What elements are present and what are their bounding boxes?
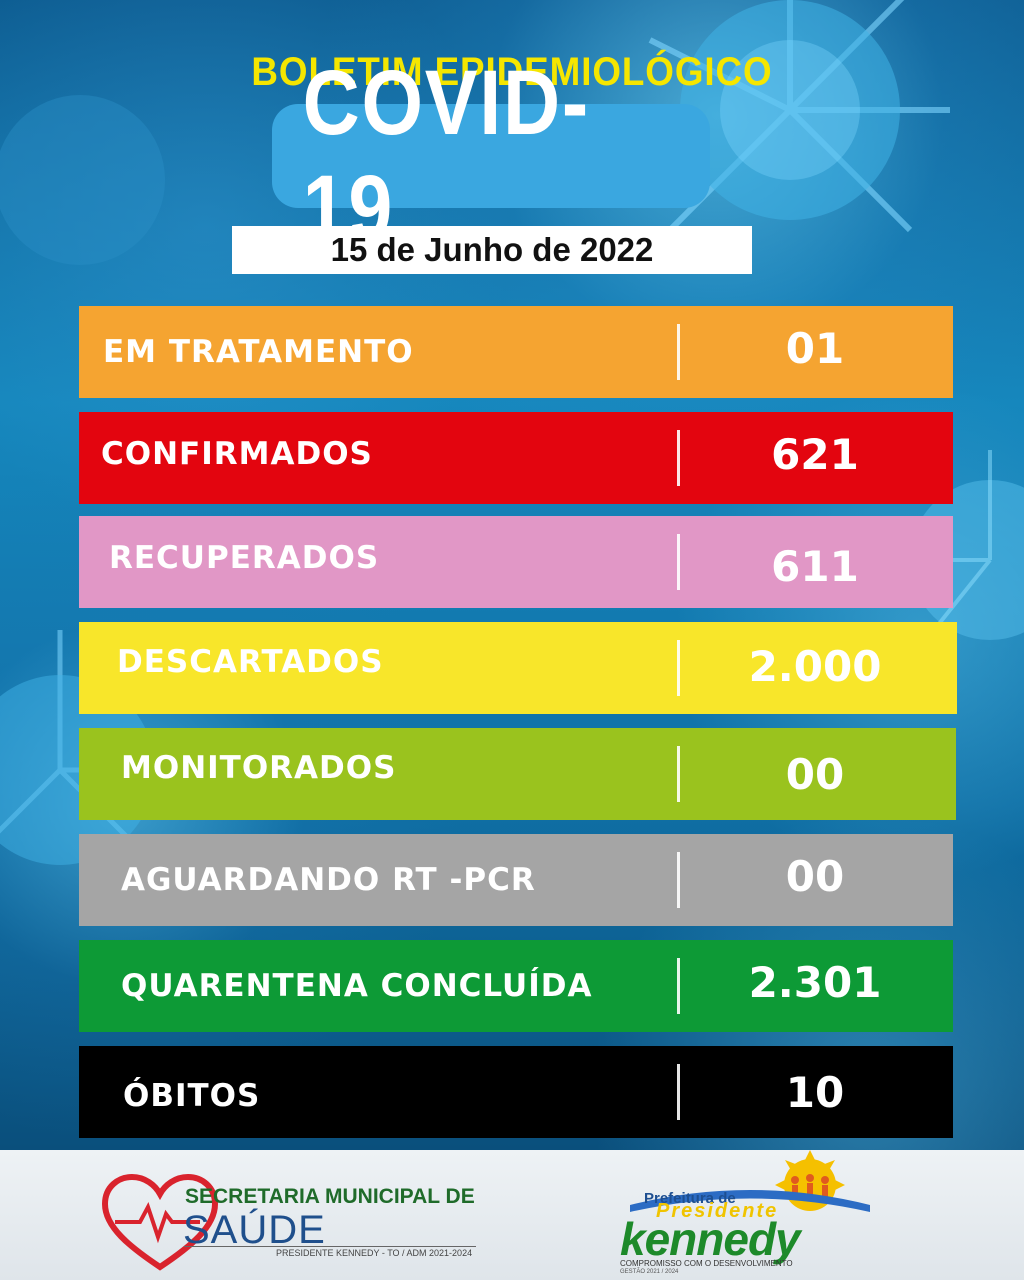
row-label: DESCARTADOS: [117, 644, 384, 680]
bulletin-date: 15 de Junho de 2022: [330, 231, 654, 268]
date-box: 15 de Junho de 2022: [232, 226, 752, 274]
row-value: 2.301: [748, 957, 882, 1007]
row-label: RECUPERADOS: [109, 540, 380, 576]
row-label: MONITORADOS: [121, 750, 397, 786]
row-divider: [677, 640, 680, 696]
prefeitura-kennedy: kennedy: [620, 1213, 801, 1265]
heart-pulse-icon: [101, 1173, 219, 1271]
row-value: 01: [785, 323, 845, 373]
row-value: 00: [785, 749, 845, 799]
row-monitorados: MONITORADOS 00: [79, 728, 956, 820]
virus-decoration: [648, 0, 950, 233]
row-label: QUARENTENA CONCLUÍDA: [121, 968, 593, 1004]
row-value: 00: [785, 851, 845, 901]
prefeitura-prefix: Prefeitura de: [644, 1190, 736, 1207]
row-aguardando: AGUARDANDO RT -PCR 00: [79, 834, 953, 926]
row-label: EM TRATAMENTO: [103, 334, 414, 370]
row-divider: [677, 430, 680, 486]
covid-title-box: COVID-19: [272, 52, 710, 259]
prefeitura-presidente: Presidente: [656, 1200, 779, 1222]
row-label: AGUARDANDO RT -PCR: [121, 862, 536, 898]
row-divider: [677, 1064, 680, 1120]
secretaria-line1: SECRETARIA MUNICIPAL DE: [185, 1185, 475, 1208]
row-divider: [677, 852, 680, 908]
row-divider: [677, 324, 680, 380]
row-recuperados: RECUPERADOS 611: [79, 516, 953, 608]
row-divider: [677, 958, 680, 1014]
row-label: CONFIRMADOS: [101, 436, 373, 472]
secretaria-line3: PRESIDENTE KENNEDY - TO / ADM 2021-2024: [276, 1248, 473, 1258]
prefeitura-gestao: GESTÃO 2021 / 2024: [620, 1269, 679, 1275]
row-quarentena: QUARENTENA CONCLUÍDA 2.301: [79, 940, 953, 1032]
row-confirmados: CONFIRMADOS 621: [79, 412, 953, 504]
secretaria-rule: [184, 1246, 476, 1247]
row-value: 621: [771, 429, 859, 479]
row-value: 10: [785, 1067, 845, 1117]
secretaria-line2: SAÚDE: [183, 1208, 326, 1252]
row-divider: [677, 534, 680, 590]
virus-decoration: [0, 95, 165, 265]
row-obitos: ÓBITOS 10: [79, 1046, 953, 1138]
sun-family-icon: [630, 1150, 870, 1212]
row-label: ÓBITOS: [123, 1078, 261, 1114]
bulletin-title: BOLETIM EPIDEMIOLÓGICO: [251, 50, 773, 94]
row-divider: [677, 746, 680, 802]
prefeitura-slogan: COMPROMISSO COM O DESENVOLVIMENTO: [620, 1259, 793, 1268]
row-value: 2.000: [748, 641, 882, 691]
row-value: 611: [771, 541, 859, 591]
row-descartados: DESCARTADOS 2.000: [79, 622, 957, 714]
row-em-tratamento: EM TRATAMENTO 01: [79, 306, 953, 398]
